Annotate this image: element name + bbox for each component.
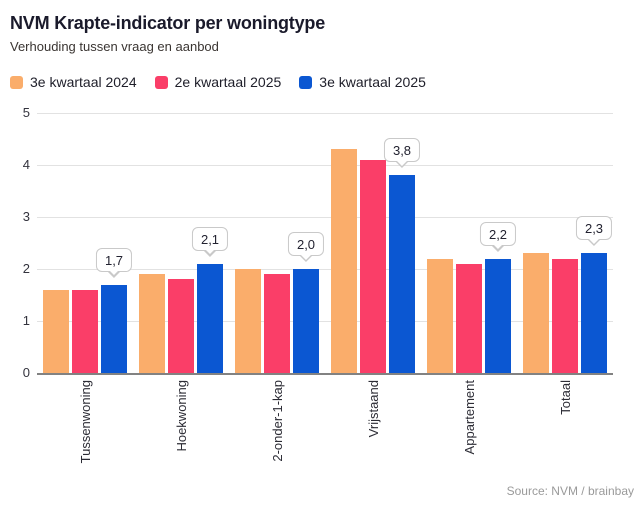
x-axis-label-cell: 2-onder-1-kap: [229, 380, 325, 478]
legend-label: 2e kwartaal 2025: [174, 74, 282, 90]
y-axis-tick-label: 1: [22, 313, 30, 328]
value-callout: 3,8: [383, 138, 421, 163]
bar-group: 2,0: [229, 115, 325, 373]
legend-swatch-orange: [10, 75, 23, 89]
bar[interactable]: [389, 175, 415, 373]
bar[interactable]: [264, 274, 290, 373]
value-callout: 1,7: [95, 247, 133, 272]
legend-item-q3-2024[interactable]: 3e kwartaal 2024: [10, 74, 137, 90]
bar[interactable]: [523, 253, 549, 373]
legend-item-q2-2025[interactable]: 2e kwartaal 2025: [154, 74, 282, 90]
value-callout: 2,0: [287, 232, 325, 256]
bar[interactable]: [456, 263, 482, 373]
bar-group: 1,7: [37, 115, 133, 373]
bar[interactable]: [331, 149, 357, 373]
bar[interactable]: [101, 284, 127, 373]
x-axis-label: 2-onder-1-kap: [269, 380, 285, 462]
plot-area: 1,7 2,1 2,0 3,8 2,2 2,3 0 1 2 3 4 5: [23, 105, 613, 380]
x-axis-label: Totaal: [557, 380, 573, 415]
bar[interactable]: [581, 253, 607, 373]
y-axis-tick-label: 0: [22, 365, 30, 380]
source-credit: Source: NVM / brainbay: [506, 484, 634, 498]
y-axis-tick-label: 4: [22, 157, 30, 172]
x-axis-label-cell: Totaal: [517, 380, 613, 478]
bar[interactable]: [552, 258, 578, 373]
bar-group: 3,8: [325, 115, 421, 373]
y-axis-tick-label: 5: [22, 105, 30, 120]
x-axis-label-cell: Tussenwoning: [37, 380, 133, 478]
bar[interactable]: [72, 289, 98, 373]
y-axis-tick-label: 2: [22, 261, 30, 276]
bar-group: 2,3: [517, 115, 613, 373]
bar[interactable]: [360, 159, 386, 373]
legend-item-q3-2025[interactable]: 3e kwartaal 2025: [299, 74, 426, 90]
gridline: [37, 321, 613, 322]
gridline: [37, 113, 613, 114]
value-callout: 2,1: [191, 226, 229, 251]
x-axis-label: Hoekwoning: [173, 380, 189, 452]
legend-label: 3e kwartaal 2024: [30, 74, 137, 90]
legend: 3e kwartaal 2024 2e kwartaal 2025 3e kwa…: [10, 74, 632, 90]
chart-area: 1,7 2,1 2,0 3,8 2,2 2,3 0 1 2 3 4 5 Tussenwoning Ho…: [23, 105, 613, 478]
bar[interactable]: [235, 269, 261, 373]
x-axis-label-cell: Hoekwoning: [133, 380, 229, 478]
bar[interactable]: [139, 274, 165, 373]
x-axis-label: Appartement: [461, 380, 477, 455]
gridline: [37, 165, 613, 166]
x-axis-labels: Tussenwoning Hoekwoning 2-onder-1-kap Vrijs…: [37, 380, 613, 478]
bar[interactable]: [427, 258, 453, 373]
gridline: [37, 217, 613, 218]
gridline: [37, 269, 613, 270]
x-axis-label: Tussenwoning: [77, 380, 93, 464]
page-subtitle: Verhouding tussen vraag en aanbod: [10, 39, 219, 54]
bar[interactable]: [293, 269, 319, 373]
value-callout: 2,3: [575, 216, 613, 241]
legend-swatch-blue: [299, 75, 313, 89]
value-callout: 2,2: [479, 221, 517, 246]
bar[interactable]: [485, 258, 511, 373]
x-axis-label-cell: Appartement: [421, 380, 517, 478]
y-axis-tick-label: 3: [22, 209, 30, 224]
bar[interactable]: [197, 263, 223, 373]
bar[interactable]: [168, 279, 194, 373]
legend-label: 3e kwartaal 2025: [319, 74, 426, 90]
bar[interactable]: [43, 289, 69, 373]
x-axis-label-cell: Vrijstaand: [325, 380, 421, 478]
page-title: NVM Krapte-indicator per woningtype: [10, 13, 326, 33]
bar-group: 2,1: [133, 115, 229, 373]
bar-group: 2,2: [421, 115, 517, 373]
x-axis-label: Vrijstaand: [365, 380, 381, 438]
bar-groups: 1,7 2,1 2,0 3,8 2,2 2,3: [37, 115, 613, 373]
legend-swatch-pink: [154, 75, 168, 89]
